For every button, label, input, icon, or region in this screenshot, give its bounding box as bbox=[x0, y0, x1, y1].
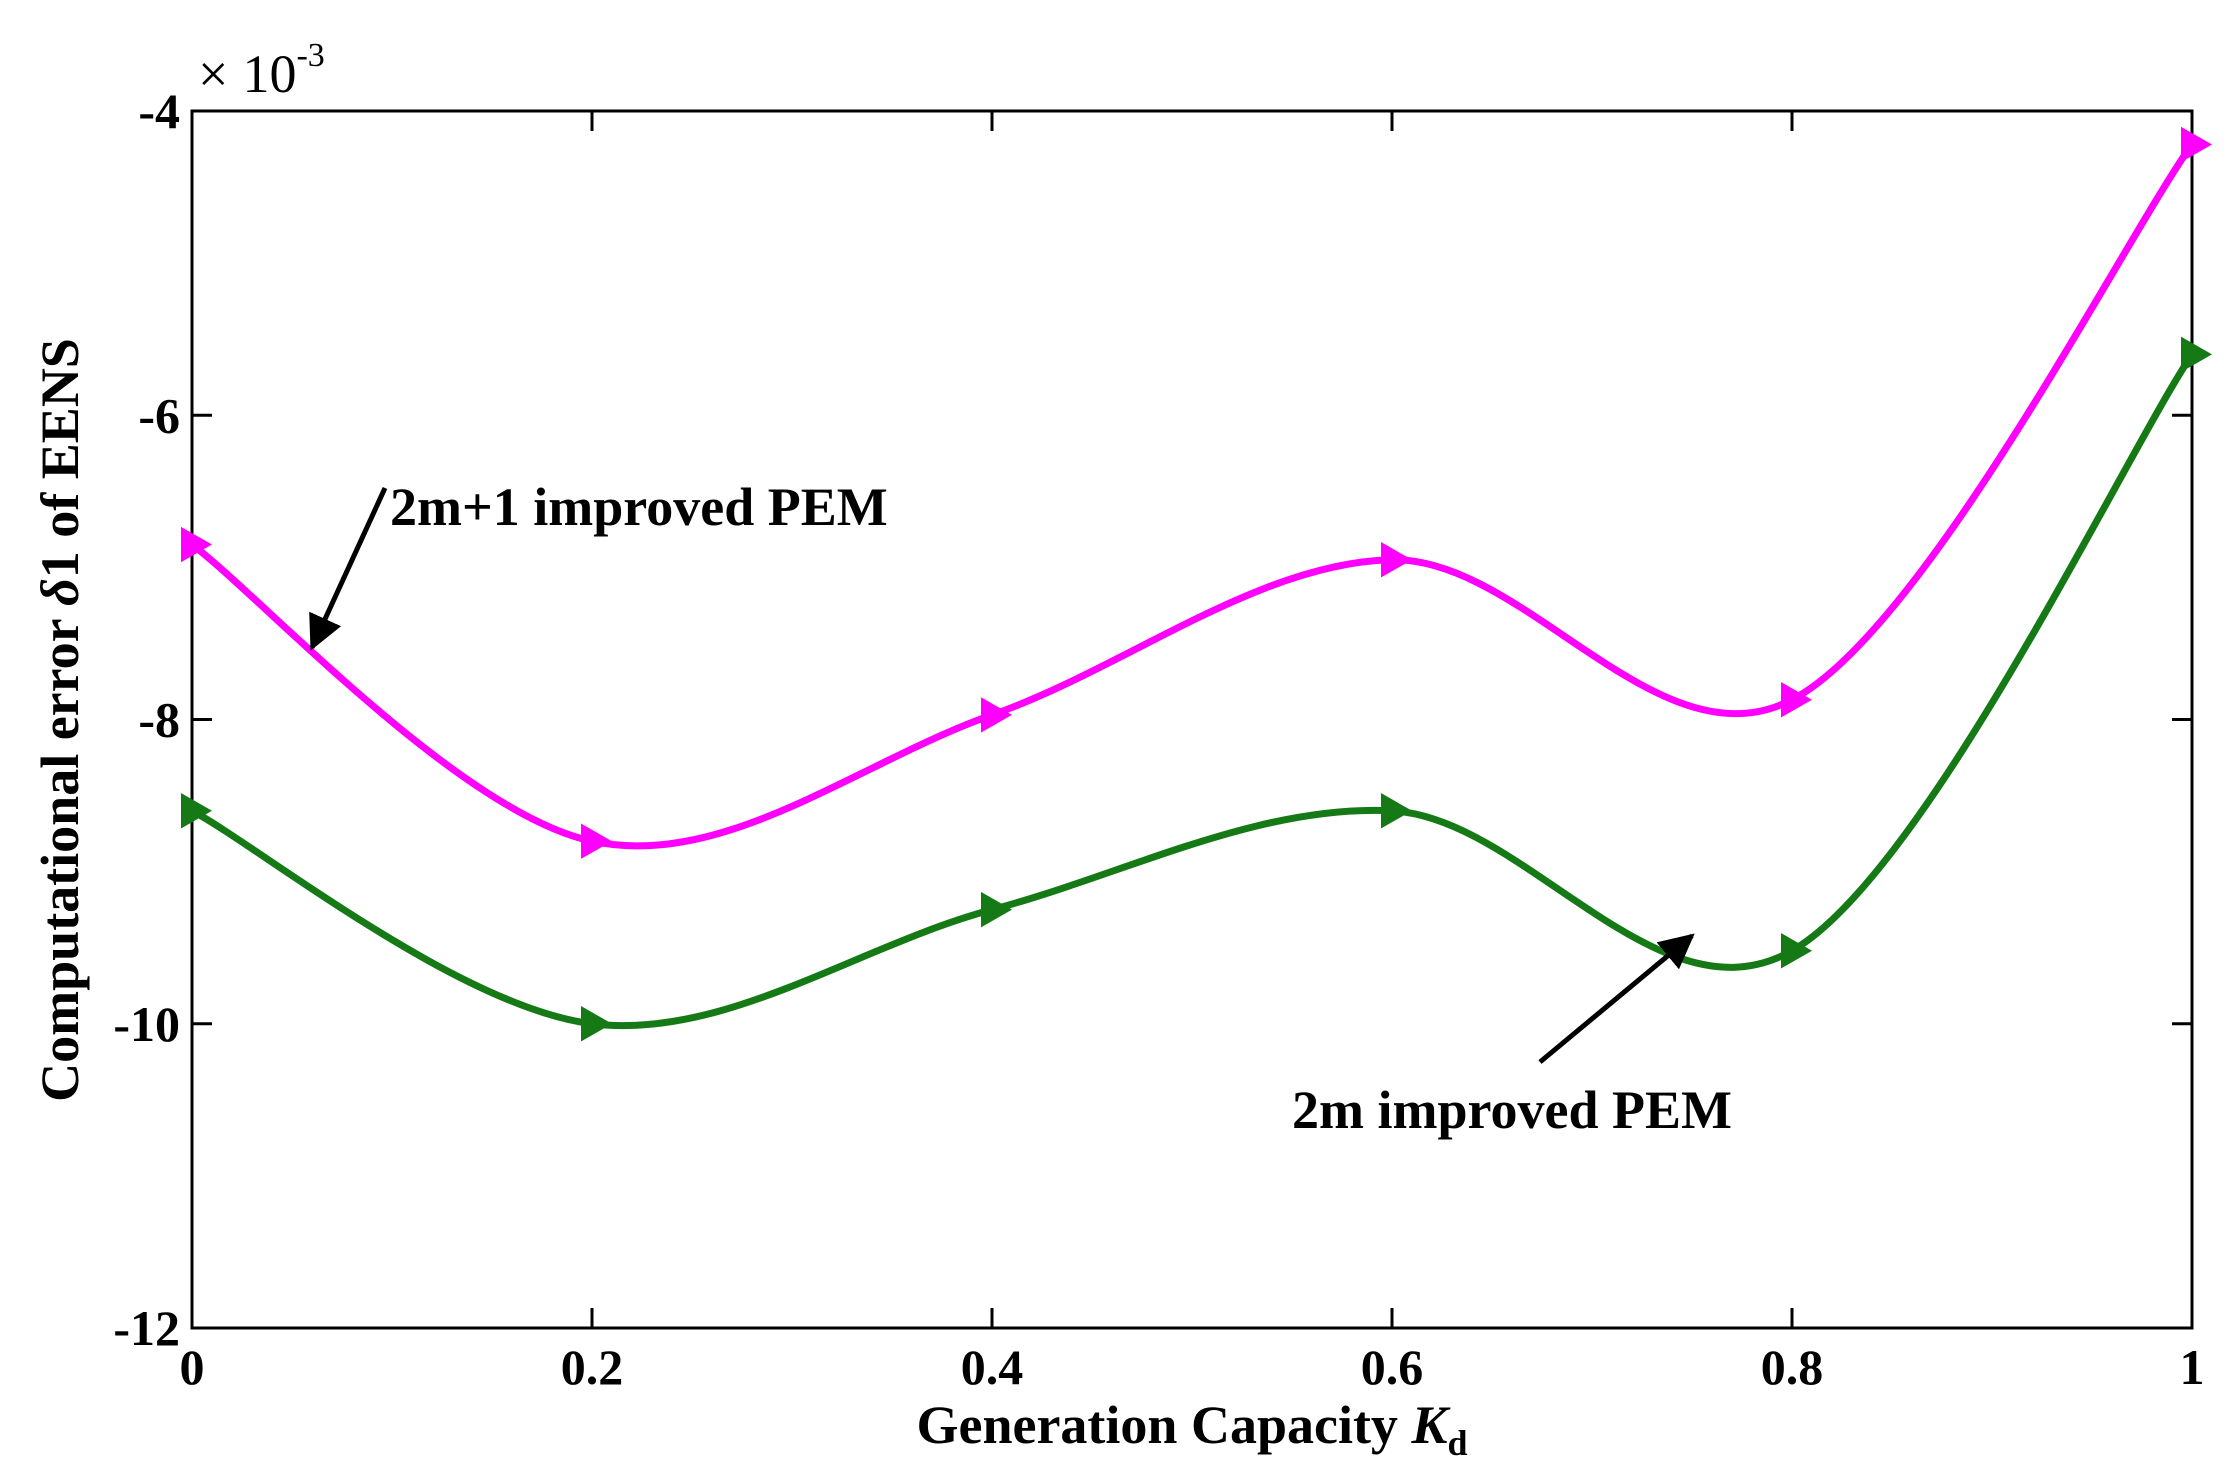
series-layer bbox=[181, 126, 2213, 1042]
x-axis-title: Generation Capacity Kd bbox=[916, 1395, 1467, 1463]
annotation-layer: 2m+1 improved PEM 2m improved PEM bbox=[309, 477, 1732, 1140]
series-1-marker bbox=[2181, 126, 2213, 163]
y-multiplier: × 10-3 bbox=[198, 37, 325, 104]
y-tick-label: -8 bbox=[138, 692, 180, 748]
x-tick-label: 1 bbox=[2180, 1339, 2205, 1395]
y-axis-title: Computational error δ1 of EENS bbox=[30, 338, 90, 1102]
series-1-marker bbox=[1781, 682, 1813, 718]
series-1-marker bbox=[1381, 542, 1413, 578]
y-multiplier-base: 10 bbox=[242, 44, 296, 104]
y-tick-label: -4 bbox=[138, 83, 180, 139]
y-tick-label: -10 bbox=[113, 996, 180, 1052]
y-axis-title-variable: δ bbox=[30, 578, 90, 606]
x-tick-labels: 0 0.2 0.4 0.6 0.8 1 bbox=[180, 1339, 2205, 1395]
series-1-marker bbox=[981, 697, 1013, 733]
series-2-marker bbox=[181, 793, 213, 829]
series-2-marker bbox=[581, 1006, 613, 1042]
x-axis-title-subscript: d bbox=[1447, 1423, 1467, 1463]
y-axis-title-after: 1 of EENS bbox=[30, 338, 90, 578]
annotation-arrow-2 bbox=[1538, 933, 1695, 1064]
series-line-2 bbox=[188, 350, 2196, 1030]
x-tick-label: 0.6 bbox=[1361, 1339, 1424, 1395]
x-tick-label: 0 bbox=[180, 1339, 205, 1395]
x-axis-title-variable: K bbox=[1410, 1395, 1451, 1455]
annotation-arrow-1 bbox=[309, 486, 388, 651]
x-axis-title-main: Generation Capacity bbox=[916, 1395, 1411, 1455]
annotation-label-1: 2m+1 improved PEM bbox=[390, 477, 888, 537]
series-2-marker bbox=[2181, 336, 2213, 373]
series-2-marker bbox=[1381, 793, 1413, 829]
series-2-marker bbox=[981, 891, 1013, 928]
y-tick-label: -6 bbox=[138, 387, 180, 443]
y-multiplier-exponent: -3 bbox=[296, 37, 324, 74]
x-tick-label: 0.4 bbox=[961, 1339, 1024, 1395]
series-line-1 bbox=[188, 140, 2196, 850]
series-2-marker bbox=[1781, 933, 1813, 969]
x-tick-label: 0.2 bbox=[561, 1339, 624, 1395]
y-axis-title-before: Computational error bbox=[30, 606, 90, 1102]
y-multiplier-times: × bbox=[198, 44, 228, 104]
x-tick-label: 0.8 bbox=[1761, 1339, 1824, 1395]
series-1-marker bbox=[581, 823, 613, 859]
series-1-marker bbox=[181, 526, 213, 563]
y-tick-label: -12 bbox=[113, 1300, 180, 1356]
axis-ticks bbox=[190, 109, 2194, 1330]
y-tick-labels: -12 -10 -8 -6 -4 bbox=[113, 83, 180, 1356]
plot-area-frame bbox=[190, 109, 2194, 1330]
annotation-label-2: 2m improved PEM bbox=[1292, 1080, 1732, 1140]
